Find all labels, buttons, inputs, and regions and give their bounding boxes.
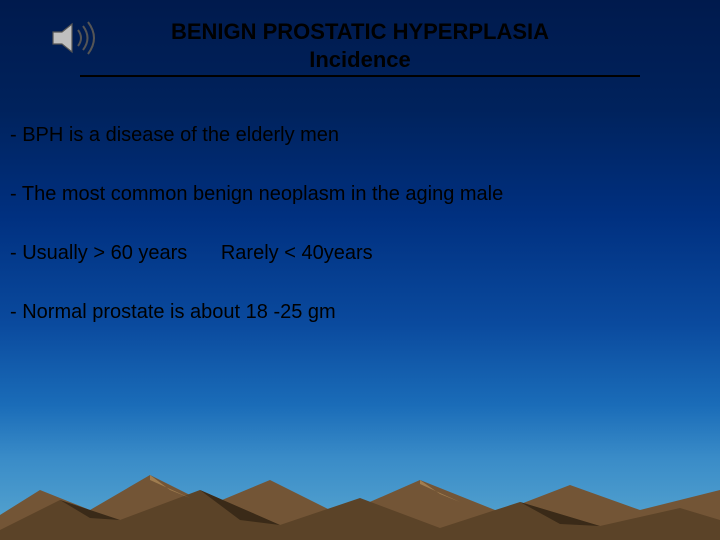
bullet-text: - The most common benign neoplasm in the…: [10, 183, 503, 205]
mountain-graphic: [0, 420, 720, 540]
bullet-text: - BPH is a disease of the elderly men: [10, 124, 339, 146]
title-line-2: Incidence: [0, 46, 720, 74]
bullet-item: - BPH is a disease of the elderly men: [10, 124, 700, 147]
bullet-item: - The most common benign neoplasm in the…: [10, 183, 700, 206]
slide-title: BENIGN PROSTATIC HYPERPLASIA Incidence: [0, 18, 720, 77]
bullet-item: - Normal prostate is about 18 -25 gm: [10, 301, 700, 324]
title-line-1: BENIGN PROSTATIC HYPERPLASIA: [0, 18, 720, 46]
bullet-text: - Normal prostate is about 18 -25 gm: [10, 301, 336, 323]
bullet-item: - Usually > 60 years Rarely < 40years: [10, 242, 700, 265]
bullet-list: - BPH is a disease of the elderly men - …: [10, 124, 700, 360]
bullet-text-secondary: Rarely < 40years: [221, 242, 373, 264]
title-underline: [80, 75, 640, 77]
bullet-text: - Usually > 60 years: [10, 242, 187, 264]
